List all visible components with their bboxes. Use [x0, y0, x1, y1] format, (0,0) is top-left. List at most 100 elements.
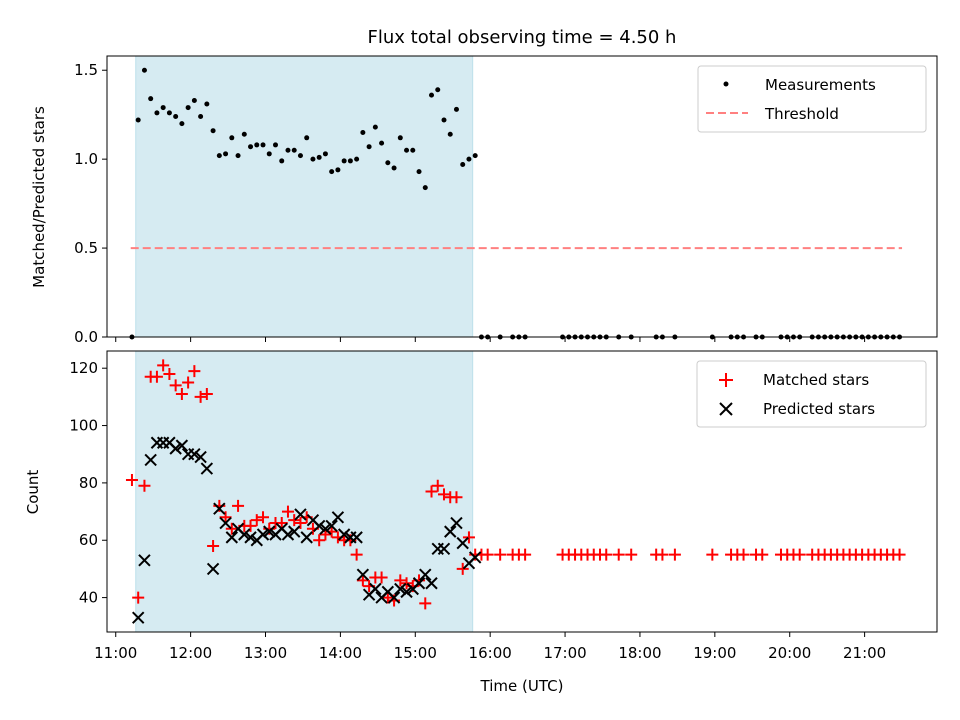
chart-title: Flux total observing time = 4.50 h — [368, 27, 677, 48]
top-y-tick-label: 0.0 — [74, 328, 98, 346]
measurement-point — [410, 147, 416, 153]
matched-star-point — [175, 388, 188, 401]
measurement-point — [429, 92, 435, 98]
x-tick-label: 12:00 — [169, 644, 212, 662]
predicted-star-point — [437, 542, 451, 556]
predicted-star-point — [238, 528, 251, 541]
legend-predicted-label: Predicted stars — [763, 400, 875, 418]
predicted-star-point — [387, 591, 401, 604]
matched-star-point — [450, 491, 463, 504]
measurement-point — [229, 135, 235, 141]
matched-star-point — [169, 379, 182, 392]
matched-star-point — [207, 539, 220, 552]
top-plot-frame — [106, 55, 938, 338]
x-tick-label: 18:00 — [618, 644, 661, 662]
predicted-star-point — [188, 448, 201, 461]
predicted-star-point — [337, 528, 351, 541]
measurement-point — [385, 160, 391, 166]
predicted-star-point — [200, 462, 214, 475]
matched-star-point — [793, 548, 806, 561]
matched-star-point — [456, 562, 469, 575]
predicted-star-point — [400, 585, 413, 599]
measurement-point — [360, 129, 366, 135]
measurement-point — [279, 158, 285, 164]
x-tick-label: 21:00 — [843, 644, 886, 662]
measurement-point — [341, 158, 347, 164]
predicted-star-point — [319, 522, 332, 535]
matched-star-point — [288, 514, 301, 527]
legend-measurements-label: Measurements — [765, 76, 876, 94]
predicted-star-point — [468, 551, 482, 564]
measurement-point — [472, 153, 478, 159]
predicted-star-point — [175, 439, 189, 452]
x-tick-label: 11:00 — [94, 644, 137, 662]
x-tick-label: 19:00 — [693, 644, 736, 662]
measurement-point — [266, 151, 272, 157]
matched-star-point — [625, 548, 638, 561]
matched-star-point — [244, 519, 257, 532]
predicted-star-point — [450, 516, 463, 530]
matched-star-point — [737, 548, 750, 561]
measurement-point — [241, 131, 247, 137]
predicted-star-point — [225, 531, 239, 544]
top-y-tick-label: 1.0 — [74, 150, 98, 168]
measurement-point — [173, 113, 179, 119]
top-y-tick-label: 1.5 — [74, 61, 98, 79]
matched-star-point — [182, 376, 195, 389]
matched-star-point — [319, 528, 332, 541]
matched-star-point — [375, 571, 388, 584]
measurement-point — [447, 131, 453, 137]
bottom-y-tick-label: 60 — [79, 531, 98, 549]
bottom-y-tick-label: 100 — [69, 417, 98, 435]
bottom-y-tick-label: 80 — [79, 474, 98, 492]
measurement-point — [191, 97, 197, 103]
bottom-y-tick-label: 40 — [79, 589, 98, 607]
predicted-star-point — [219, 516, 232, 530]
matched-star-point — [294, 517, 307, 530]
predicted-star-point — [281, 528, 295, 541]
measurement-point — [141, 67, 147, 73]
measurement-point — [272, 142, 278, 148]
predicted-star-point — [300, 531, 313, 544]
measurement-point — [347, 158, 353, 164]
legend-measurements-marker — [723, 81, 729, 87]
matched-star-point — [163, 367, 176, 380]
matched-star-point — [381, 591, 394, 604]
legend-threshold-label: Threshold — [764, 105, 839, 123]
predicted-star-point — [131, 611, 145, 624]
matched-star-point — [893, 548, 906, 561]
measurement-point — [166, 110, 172, 116]
measurement-point — [254, 142, 260, 148]
matched-star-point — [132, 591, 145, 604]
measurement-point — [260, 142, 266, 148]
matched-star-point — [313, 534, 326, 547]
bottom-plot-frame — [106, 350, 938, 633]
measurement-point — [460, 161, 466, 167]
predicted-star-point — [256, 528, 270, 541]
measurement-point — [379, 140, 385, 146]
measurement-point — [291, 147, 297, 153]
bottom-y-axis-label: Count — [24, 470, 42, 515]
x-axis-label: Time (UTC) — [480, 677, 564, 695]
measurement-point — [297, 153, 303, 159]
measurement-point — [154, 110, 160, 116]
matched-star-point — [756, 548, 769, 561]
matched-star-point — [437, 488, 450, 501]
matched-star-point — [250, 514, 263, 527]
matched-star-point — [462, 531, 475, 544]
measurement-point — [179, 121, 185, 127]
matched-star-point — [257, 511, 270, 524]
matched-star-point — [612, 548, 625, 561]
predicted-star-point — [206, 562, 220, 576]
predicted-star-point — [331, 511, 345, 524]
measurement-point — [223, 151, 229, 157]
predicted-star-point — [369, 582, 382, 596]
predicted-star-point — [294, 508, 307, 521]
measurement-point — [216, 153, 222, 159]
measurement-point — [441, 117, 447, 123]
bottom-y-tick-label: 120 — [69, 359, 98, 377]
measurement-point — [185, 105, 191, 111]
measurement-point — [235, 153, 241, 159]
predicted-star-point — [412, 577, 426, 590]
